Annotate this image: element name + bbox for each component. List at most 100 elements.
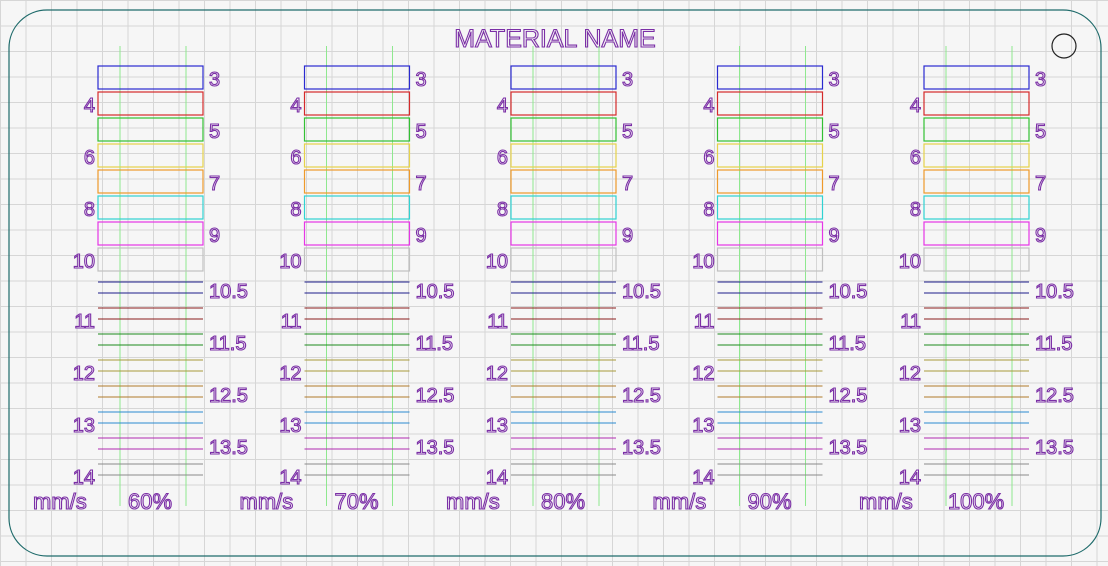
test-box <box>303 169 411 194</box>
line-label: 13 <box>692 415 714 437</box>
box-label: 7 <box>416 173 427 195</box>
line-label: 13 <box>486 415 508 437</box>
box-label: 4 <box>84 95 95 117</box>
line-label: 13 <box>899 415 921 437</box>
box-label: 8 <box>910 199 921 221</box>
test-box <box>97 65 204 90</box>
line-label: 13 <box>279 415 301 437</box>
box-label: 6 <box>910 147 921 169</box>
test-box <box>716 143 824 168</box>
line-label: 12.5 <box>416 385 455 407</box>
test-box <box>510 143 617 168</box>
line-label: 11 <box>487 311 508 333</box>
test-box <box>716 195 824 220</box>
test-box <box>923 195 1030 220</box>
test-box <box>303 221 411 246</box>
test-box <box>923 247 1030 272</box>
test-box <box>716 91 824 116</box>
units-label: mm/s <box>859 489 913 514</box>
box-label: 6 <box>703 147 714 169</box>
test-box <box>510 65 617 90</box>
line-label: 11 <box>74 311 95 333</box>
box-label: 3 <box>1035 69 1046 91</box>
line-label: 11.5 <box>829 333 866 355</box>
box-label: 3 <box>416 69 427 91</box>
test-box <box>303 65 411 90</box>
line-label: 11 <box>900 311 921 333</box>
box-label: 5 <box>1035 121 1046 143</box>
units-label: mm/s <box>240 489 294 514</box>
line-label: 10.5 <box>209 281 248 303</box>
test-box <box>97 195 204 220</box>
units-label: mm/s <box>33 489 87 514</box>
test-box <box>716 247 824 272</box>
test-box <box>97 91 204 116</box>
box-label: 3 <box>209 69 220 91</box>
box-label: 6 <box>290 147 301 169</box>
test-box <box>923 221 1030 246</box>
box-label: 8 <box>84 199 95 221</box>
line-label: 10.5 <box>622 281 661 303</box>
test-box <box>97 169 204 194</box>
line-label: 12 <box>73 363 95 385</box>
line-label: 13.5 <box>622 437 661 459</box>
box-label: 10 <box>899 251 921 273</box>
box-label: 5 <box>416 121 427 143</box>
test-box <box>97 117 204 142</box>
box-label: 5 <box>622 121 633 143</box>
material-name-title: MATERIAL NAME <box>454 25 655 53</box>
line-label: 13 <box>73 415 95 437</box>
box-label: 4 <box>497 95 508 117</box>
box-label: 7 <box>209 173 220 195</box>
test-box <box>510 169 617 194</box>
hanging-hole-icon <box>1051 33 1077 59</box>
line-label: 12 <box>279 363 301 385</box>
test-box <box>510 91 617 116</box>
test-box <box>510 221 617 246</box>
units-label: mm/s <box>653 489 707 514</box>
box-label: 6 <box>497 147 508 169</box>
speed-percent-label: 100% <box>948 489 1004 514</box>
box-label: 10 <box>73 251 95 273</box>
box-label: 9 <box>829 225 840 247</box>
box-label: 3 <box>622 69 633 91</box>
line-label: 13.5 <box>1035 437 1074 459</box>
line-label: 13.5 <box>829 437 868 459</box>
line-label: 12 <box>486 363 508 385</box>
line-label: 12 <box>899 363 921 385</box>
box-label: 4 <box>910 95 921 117</box>
box-label: 9 <box>209 225 220 247</box>
line-label: 11.5 <box>1035 333 1072 355</box>
test-box <box>303 117 411 142</box>
box-label: 3 <box>829 69 840 91</box>
line-label: 12.5 <box>1035 385 1074 407</box>
box-label: 10 <box>692 251 714 273</box>
test-box <box>510 195 617 220</box>
box-label: 10 <box>486 251 508 273</box>
units-label: mm/s <box>446 489 500 514</box>
line-label: 11 <box>281 311 302 333</box>
box-label: 9 <box>1035 225 1046 247</box>
line-label: 14 <box>692 467 714 489</box>
line-label: 13.5 <box>416 437 455 459</box>
box-label: 7 <box>622 173 633 195</box>
test-box <box>510 247 617 272</box>
box-label: 5 <box>209 121 220 143</box>
test-box <box>716 117 824 142</box>
speed-percent-label: 70% <box>334 489 378 514</box>
box-label: 4 <box>290 95 301 117</box>
line-label: 11.5 <box>209 333 246 355</box>
box-label: 9 <box>416 225 427 247</box>
box-label: 8 <box>290 199 301 221</box>
box-label: 7 <box>1035 173 1046 195</box>
box-label: 5 <box>829 121 840 143</box>
test-box <box>303 91 411 116</box>
line-label: 11 <box>694 311 715 333</box>
plate-outline <box>8 9 1102 557</box>
test-box <box>923 117 1030 142</box>
